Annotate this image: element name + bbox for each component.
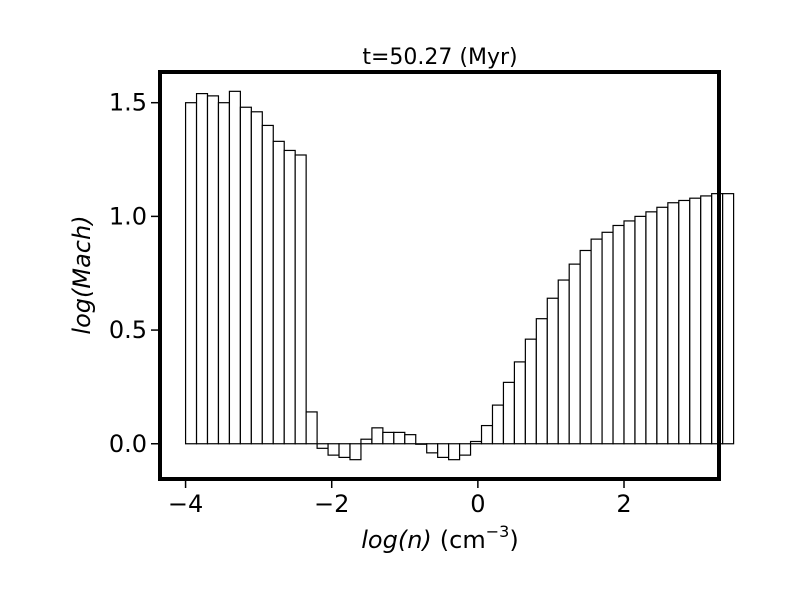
y-tick-label: 1.0: [109, 202, 147, 230]
histogram-bar: [283, 149, 296, 445]
histogram-bar: [469, 440, 483, 445]
histogram-bar: [448, 443, 461, 461]
histogram-bar: [579, 249, 592, 445]
histogram-bar: [568, 263, 581, 445]
histogram-bar: [667, 202, 680, 445]
x-axis-unit-close: ): [509, 526, 518, 554]
x-axis-unit-open: (: [440, 526, 449, 554]
histogram-bar: [206, 95, 220, 445]
histogram-bar: [656, 206, 669, 445]
bars-group: [184, 90, 735, 461]
histogram-bar: [371, 427, 384, 445]
histogram-bar: [524, 338, 537, 445]
histogram-bar: [535, 318, 548, 445]
histogram-bar: [645, 211, 658, 445]
chart-title: t=50.27 (Myr): [362, 45, 517, 70]
y-ticks: 0.0 0.5 1.0 1.5: [109, 89, 158, 458]
histogram-bar: [261, 124, 274, 445]
histogram-bar: [272, 140, 285, 445]
x-axis-var: log(n): [361, 526, 432, 554]
histogram-bar: [404, 434, 417, 445]
histogram-bar: [612, 224, 625, 445]
x-tick-label: 0: [470, 490, 485, 518]
x-tick-label: 2: [616, 490, 631, 518]
histogram-bar: [360, 438, 373, 445]
histogram-bar: [590, 238, 603, 445]
histogram-bar: [557, 279, 570, 445]
histogram-bar: [305, 411, 318, 445]
histogram-bar: [382, 431, 395, 445]
y-axis-label: log(Mach): [68, 215, 96, 334]
histogram-bar: [458, 443, 472, 456]
histogram-bar: [601, 231, 614, 445]
histogram-bar: [327, 443, 340, 456]
histogram-bar: [722, 193, 735, 445]
histogram-bar: [338, 443, 351, 459]
histogram-bar: [349, 443, 362, 461]
histogram-bar: [546, 297, 559, 445]
histogram-bar: [689, 197, 702, 445]
histogram-bar: [393, 431, 406, 445]
y-tick-label: 0.5: [109, 316, 147, 344]
histogram-bar: [700, 195, 713, 445]
histogram-bar: [437, 443, 450, 459]
histogram-bar: [623, 220, 636, 445]
histogram-bar: [195, 92, 209, 445]
x-axis-label: log(n) (cm−3): [361, 522, 518, 554]
x-tick-label: −2: [314, 490, 349, 518]
x-tick-label: −4: [168, 490, 203, 518]
histogram-bar: [426, 443, 439, 454]
histogram-bar: [480, 424, 494, 445]
plot-frame: [158, 70, 721, 481]
histogram-bar: [184, 102, 198, 445]
histogram-bar: [217, 102, 231, 445]
x-axis-unit: cm: [449, 526, 486, 554]
histogram-bar: [513, 361, 526, 445]
histogram-bar: [678, 199, 691, 445]
y-tick-label: 0.0: [109, 430, 147, 458]
histogram-bar: [294, 154, 307, 445]
histogram-bar: [250, 111, 263, 445]
x-axis-unit-exponent: −3: [486, 522, 510, 541]
y-tick-label: 1.5: [109, 89, 147, 117]
histogram-bar: [228, 90, 241, 445]
histogram-bar: [502, 381, 516, 445]
histogram-bar: [491, 404, 505, 445]
histogram-bar: [239, 106, 252, 445]
x-ticks: −4 −2 0 2: [168, 481, 632, 518]
histogram-bar: [415, 443, 428, 445]
histogram-bar: [316, 443, 329, 449]
histogram-bar: [634, 215, 647, 445]
